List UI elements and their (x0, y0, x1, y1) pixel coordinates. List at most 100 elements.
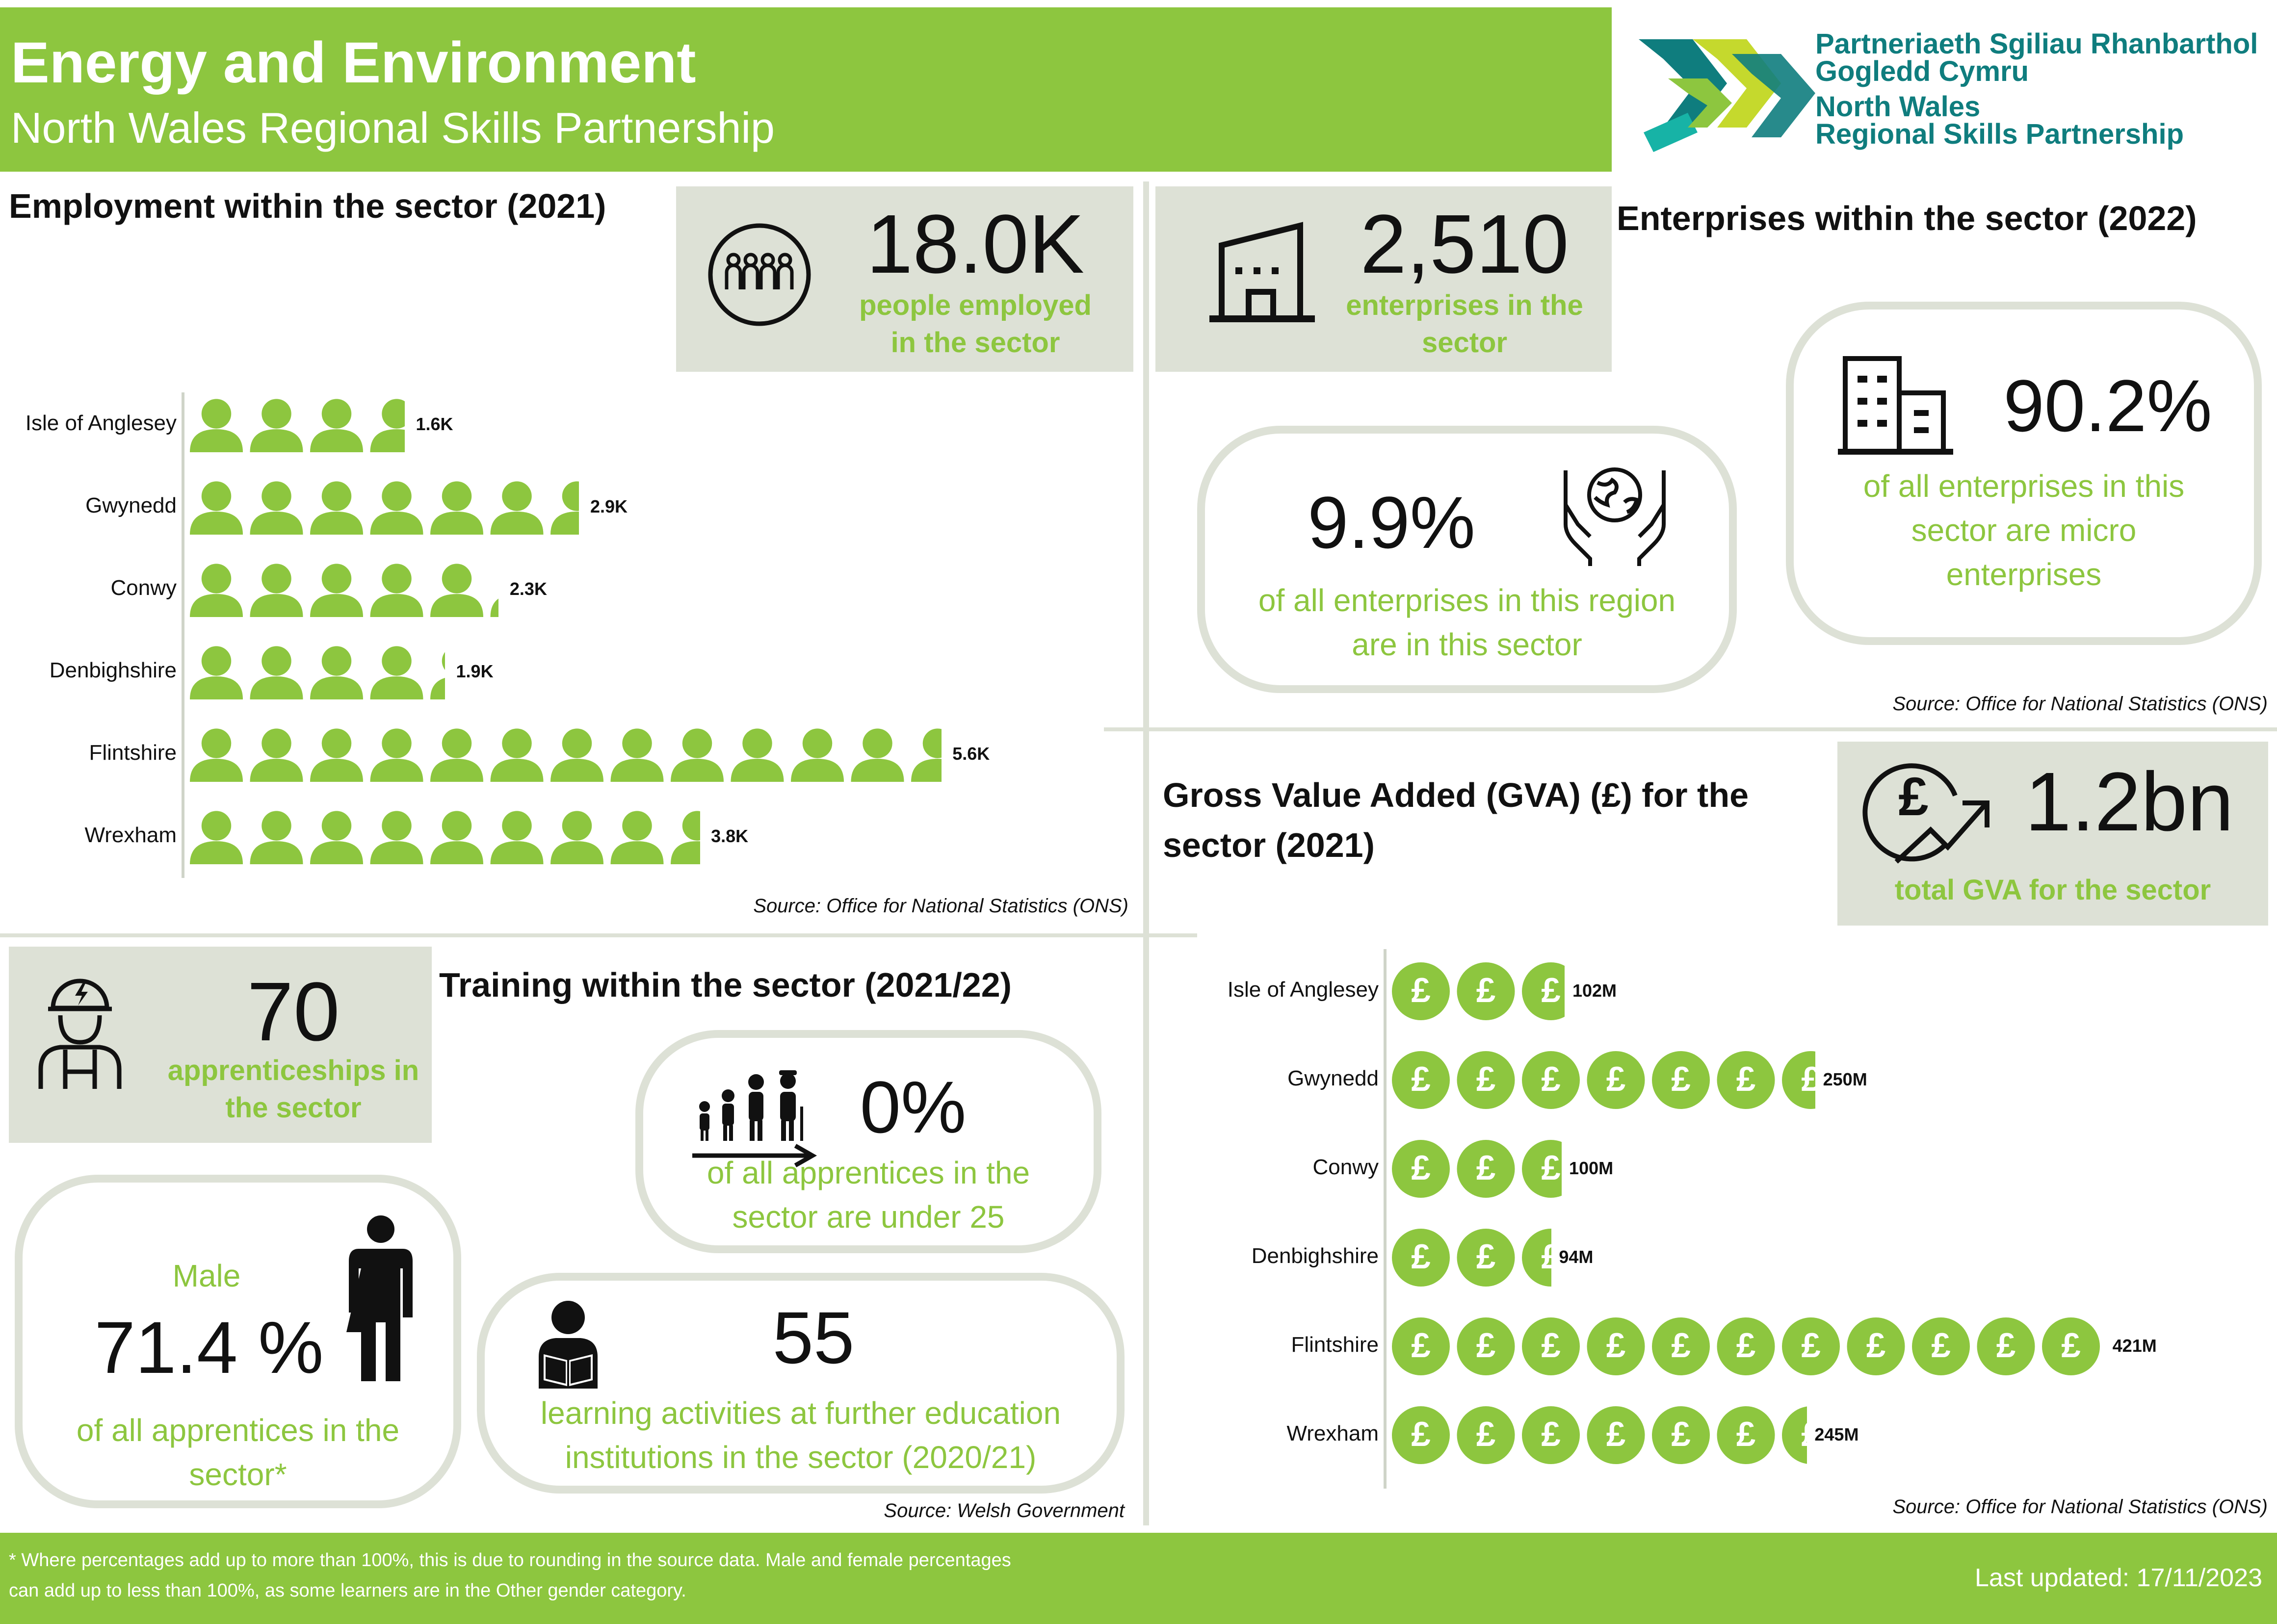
chart-category-label: Gwynedd (85, 493, 177, 517)
pound-coin-icon: £ (1587, 1406, 1645, 1464)
chart-value-label: 2.9K (590, 496, 628, 516)
person-icon (190, 399, 243, 452)
svg-text:£: £ (1476, 971, 1495, 1009)
chart-value-label: 94M (1559, 1247, 1594, 1267)
svg-text:£: £ (1411, 1326, 1430, 1365)
pound-coin-icon: £ (1392, 1317, 1450, 1375)
chart-value-label: 421M (2112, 1336, 2157, 1356)
micro-share-caption-3: enterprises (1946, 557, 2102, 592)
person-icon (250, 481, 303, 535)
person-icon (430, 728, 483, 782)
person-icon (671, 728, 724, 782)
chart-bar: £ £ £ £ £ £ £ (1392, 1406, 1807, 1464)
svg-text:£: £ (1411, 1415, 1430, 1453)
chart-bar (190, 481, 579, 535)
person-icon (671, 811, 700, 864)
employment-caption-1: people employed (859, 289, 1092, 321)
footer-note-1: * Where percentages add up to more than … (9, 1550, 1011, 1571)
person-icon (370, 564, 423, 617)
gva-caption: total GVA for the sector (1894, 874, 2211, 906)
pound-coin-icon: £ (1392, 1406, 1450, 1464)
person-icon (310, 564, 363, 617)
person-icon (310, 811, 363, 864)
pound-coin-icon: £ (1782, 1317, 1840, 1375)
chart-category-label: Conwy (110, 576, 177, 600)
person-icon (430, 811, 483, 864)
male-value: 71.4 % (94, 1306, 324, 1389)
person-icon (490, 811, 544, 864)
svg-text:£: £ (1736, 1415, 1755, 1453)
chart-category-label: Conwy (1312, 1155, 1379, 1179)
region-share-caption-2: are in this sector (1352, 627, 1582, 662)
age-progression-icon (692, 1070, 817, 1167)
pound-coin-icon: £ (1392, 962, 1450, 1020)
pound-coin-icon: £ (1847, 1317, 1905, 1375)
chart-bar (190, 399, 405, 452)
factory-building-icon (1209, 222, 1315, 322)
svg-text:£: £ (1671, 1326, 1690, 1365)
person-icon (310, 481, 363, 535)
learning-caption-2: institutions in the sector (2020/21) (565, 1440, 1037, 1475)
svg-text:£: £ (1476, 1326, 1495, 1365)
enterprises-title: Enterprises within the sector (2022) (1617, 199, 2197, 237)
chart-value-label: 1.9K (456, 661, 494, 681)
pound-coin-icon: £ (1717, 1051, 1775, 1109)
region-share-value: 9.9% (1308, 481, 1475, 564)
employment-caption-2: in the sector (890, 327, 1060, 359)
under25-value: 0% (860, 1066, 967, 1148)
pound-coin-icon: £ (1392, 1140, 1450, 1198)
chart-bar: £ £ £ £ £ £ £ (1392, 1051, 1815, 1109)
svg-text:£: £ (1411, 1148, 1430, 1187)
pound-coin-icon: £ (1782, 1406, 1807, 1464)
svg-text:£: £ (1541, 1059, 1560, 1098)
svg-text:£: £ (1476, 1148, 1495, 1187)
person-icon (490, 481, 544, 535)
employment-source: Source: Office for National Statistics (… (753, 895, 1128, 917)
reader-book-icon (539, 1301, 598, 1389)
person-icon (550, 481, 579, 535)
pound-coin-icon: £ (1522, 1140, 1562, 1198)
gva-stat-box: £ 1.2bn total GVA for the sector (1837, 742, 2268, 926)
male-share-card: Male 71.4 % of all apprentices in the se… (15, 1175, 461, 1508)
chart-value-label: 102M (1572, 980, 1617, 1001)
person-icon (430, 481, 483, 535)
svg-text:£: £ (1671, 1059, 1690, 1098)
chart-category-label: Flintshire (89, 741, 177, 765)
footer: * Where percentages add up to more than … (0, 1533, 2277, 1624)
learning-activities-card: 55 learning activities at further educat… (477, 1273, 1125, 1494)
person-icon (190, 481, 243, 535)
logo-welsh-line1: Partneriaeth Sgiliau Rhanbarthol (1815, 28, 2258, 60)
person-icon (310, 399, 363, 452)
gva-chart: Isle of Anglesey £ £ £102M Gwynedd £ £ £ £ £ £ £250… (1197, 942, 2272, 1491)
svg-text:£: £ (1736, 1059, 1755, 1098)
pound-coin-icon: £ (1457, 1229, 1515, 1287)
gva-axis (1384, 949, 1387, 1489)
person-icon (370, 399, 405, 452)
chart-bar (190, 646, 445, 699)
chart-category-label: Wrexham (1286, 1421, 1379, 1445)
chart-value-label: 1.6K (416, 414, 453, 434)
person-icon (370, 728, 423, 782)
person-icon (370, 481, 423, 535)
vertical-divider (1143, 181, 1149, 1525)
person-icon (550, 728, 603, 782)
page-title: Energy and Environment (11, 30, 696, 95)
person-icon (550, 811, 603, 864)
pound-coin-icon: £ (1522, 1317, 1580, 1375)
chart-category-label: Gwynedd (1287, 1066, 1379, 1090)
svg-text:£: £ (1898, 767, 1928, 827)
logo-arrows-icon (1639, 39, 1815, 152)
chart-category-label: Wrexham (84, 823, 177, 847)
gva-title-line2: sector (2021) (1163, 826, 1375, 864)
pound-coin-icon: £ (1912, 1317, 1970, 1375)
svg-text:£: £ (1476, 1237, 1495, 1276)
learning-value: 55 (772, 1296, 855, 1379)
micro-share-caption-1: of all enterprises in this (1863, 468, 2185, 504)
logo-english-line2: Regional Skills Partnership (1815, 118, 2184, 150)
enterprises-stat-box: 2,510 enterprises in the sector (1155, 186, 1612, 372)
chart-category-label: Isle of Anglesey (1227, 978, 1379, 1002)
person-icon (310, 728, 363, 782)
apprenticeships-value: 70 (247, 965, 340, 1058)
person-icon (791, 728, 844, 782)
person-icon (370, 811, 423, 864)
